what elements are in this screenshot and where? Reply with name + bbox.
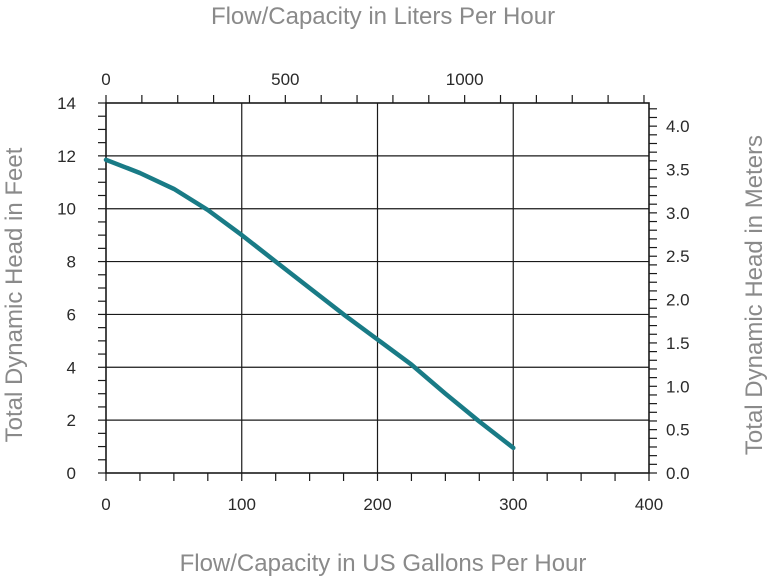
tick-labels: 0 100 200 300 400 0 2 4 6 8 10 12 14 0 500 1000 0.0 0.5 1.… (57, 70, 690, 514)
y-tick-label: 10 (57, 200, 76, 219)
x2-tick-label: 0 (101, 70, 110, 89)
y2-tick-label: 3.5 (666, 161, 690, 180)
y-tick-label: 0 (67, 464, 76, 483)
tick-marks (98, 95, 657, 481)
y2-tick-label: 2.5 (666, 247, 690, 266)
y2-tick-label: 0.5 (666, 421, 690, 440)
x-tick-label: 400 (635, 495, 663, 514)
bottom-axis-title: Flow/Capacity in US Gallons Per Hour (180, 550, 587, 577)
y2-tick-label: 2.0 (666, 291, 690, 310)
x-tick-label: 300 (499, 495, 527, 514)
y-tick-label: 2 (67, 411, 76, 430)
y-tick-label: 8 (67, 253, 76, 272)
y-tick-label: 14 (57, 94, 76, 113)
grid-lines (106, 103, 649, 473)
y-tick-label: 4 (67, 358, 76, 377)
right-axis-title: Total Dynamic Head in Meters (741, 135, 768, 455)
x-tick-label: 100 (228, 495, 256, 514)
y-tick-label: 12 (57, 147, 76, 166)
top-axis-title: Flow/Capacity in Liters Per Hour (211, 3, 555, 30)
y-tick-label: 6 (67, 305, 76, 324)
y2-tick-label: 3.0 (666, 204, 690, 223)
x2-tick-label: 500 (271, 70, 299, 89)
left-axis-title: Total Dynamic Head in Feet (1, 147, 28, 442)
x-tick-label: 0 (101, 495, 110, 514)
x-tick-label: 200 (363, 495, 391, 514)
x2-tick-label: 1000 (446, 70, 484, 89)
y2-tick-label: 1.0 (666, 377, 690, 396)
y2-tick-label: 1.5 (666, 334, 690, 353)
y2-tick-label: 4.0 (666, 117, 690, 136)
series-line (103, 157, 516, 451)
y2-tick-label: 0.0 (666, 464, 690, 483)
